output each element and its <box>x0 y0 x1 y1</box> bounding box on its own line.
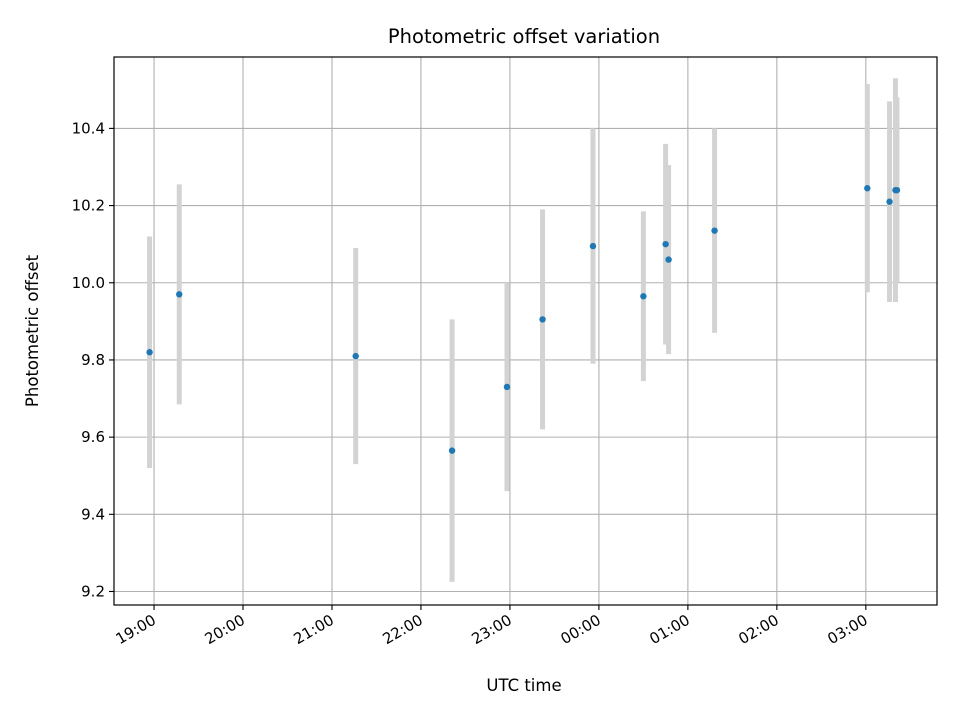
y-axis-ticks: 9.2 9.4 9.6 9.8 10.0 10.2 10.4 <box>72 119 114 600</box>
data-point <box>352 352 359 360</box>
data-point <box>589 242 597 250</box>
data-points <box>146 185 901 454</box>
data-point <box>503 383 511 391</box>
data-point <box>864 185 871 192</box>
data-point <box>640 293 647 300</box>
y-tick-label: 9.4 <box>81 505 105 523</box>
plot-area-frame <box>113 56 938 606</box>
y-tick-label: 9.2 <box>81 582 105 600</box>
y-tick-label: 10.4 <box>72 119 105 137</box>
y-tick-label: 10.2 <box>72 197 105 215</box>
y-axis-title: Photometric offset <box>23 254 42 407</box>
data-point <box>893 186 901 194</box>
data-point <box>448 447 456 454</box>
y-tick-label: 9.8 <box>81 351 105 369</box>
data-point <box>662 240 669 248</box>
data-point <box>665 256 672 263</box>
chart-title: Photometric offset variation <box>388 25 660 48</box>
y-tick-label: 10.0 <box>72 274 105 292</box>
data-point <box>711 227 718 234</box>
data-point <box>539 316 546 323</box>
y-tick-label: 9.6 <box>81 428 105 446</box>
data-point <box>886 198 893 205</box>
data-point <box>176 291 183 298</box>
x-axis-title: UTC time <box>486 676 561 695</box>
data-point <box>146 349 153 356</box>
